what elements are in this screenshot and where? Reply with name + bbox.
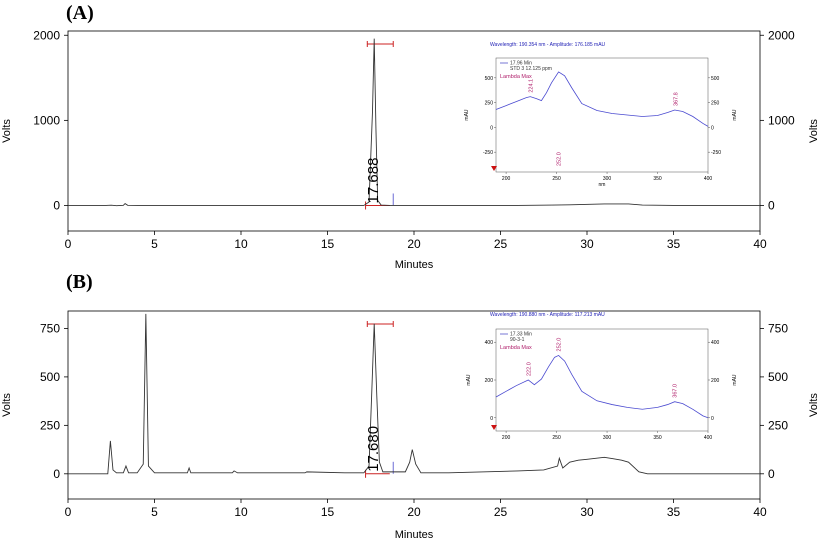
x-tick-label: 10 [234, 237, 248, 251]
x-tick-label: 40 [753, 505, 767, 519]
inset-x-tick-label: 250 [552, 435, 561, 441]
wavelength-marker-icon [491, 425, 497, 430]
inset-legend-line1: 17.96 Min [510, 61, 532, 67]
inset-y-tick-label-right: 400 [711, 340, 720, 346]
x-tick-label: 5 [151, 505, 158, 519]
inset-y-tick-label-right: 500 [711, 76, 720, 82]
x-tick-label: 20 [407, 505, 421, 519]
uv-spectrum-inset: Wavelength: 190.354 nm - Amplitude: 176.… [464, 42, 738, 188]
x-tick-label: 25 [494, 505, 508, 519]
peak-retention-label: 17.680 [365, 426, 382, 472]
inset-header: Wavelength: 190.354 nm - Amplitude: 176.… [490, 42, 606, 48]
plot-frame [67, 30, 761, 232]
x-tick-label: 35 [667, 237, 681, 251]
inset-y-tick-label-right: 200 [711, 378, 720, 384]
inset-peak-label: 367.0 [673, 384, 679, 398]
inset-peak-label: 367.8 [673, 92, 679, 106]
x-tick-label: 35 [667, 505, 681, 519]
x-tick-label: 10 [234, 505, 248, 519]
y-tick-label-left: 1000 [33, 113, 60, 127]
y-axis-title-right: Volts [808, 393, 820, 417]
chart-panel-b: (B)0 5 10 15 20 25 30 35 4002505007500250500750M… [1, 271, 820, 539]
y-tick-label-right: 1000 [768, 113, 795, 127]
inset-peak-label: 252.0 [557, 152, 563, 166]
inset-y-tick-label-right: -250 [711, 150, 721, 156]
x-tick-label: 30 [580, 237, 594, 251]
inset-y-tick-label-right: 0 [711, 125, 714, 131]
chromatogram-trace [68, 38, 760, 207]
inset-lambda-max-label: Lambda Max [500, 345, 532, 351]
inset-legend-line1: 17.33 Min [510, 332, 532, 338]
inset-y-tick-label-right: 0 [711, 416, 714, 422]
x-tick-label: 25 [494, 237, 508, 251]
uv-spectrum-inset: Wavelength: 190.880 nm - Amplitude: 117.… [466, 312, 738, 441]
peak-retention-label: 17.688 [365, 158, 382, 204]
y-axis-title-left: Volts [1, 393, 13, 417]
chromatogram-trace [68, 313, 760, 475]
inset-y-tick-label-left: 200 [485, 378, 494, 384]
y-tick-label-left: 250 [40, 418, 60, 432]
spectrum-trace [495, 71, 709, 127]
inset-y-tick-label-left: 250 [485, 101, 494, 107]
x-tick-label: 40 [753, 237, 767, 251]
x-tick-label: 20 [407, 237, 421, 251]
y-tick-label-left: 500 [40, 370, 60, 384]
y-tick-label-right: 250 [768, 418, 788, 432]
chart-panel-a: (A)0 5 10 15 20 25 30 35 40010002000010002000Min… [1, 2, 820, 271]
y-tick-label-left: 0 [53, 198, 60, 212]
inset-y-tick-label-left: 0 [490, 416, 493, 422]
y-axis-title-right: Volts [808, 119, 820, 143]
inset-y-tick-label-left: -250 [483, 150, 493, 156]
inset-y-axis-title-left: mAU [466, 374, 472, 386]
x-tick-label: 15 [321, 237, 335, 251]
inset-x-tick-label: 300 [603, 435, 612, 441]
inset-frame [495, 57, 709, 173]
x-tick-label: 5 [151, 237, 158, 251]
panel-label: (A) [66, 2, 94, 24]
inset-x-tick-label: 300 [603, 176, 612, 182]
x-tick-label: 0 [65, 505, 72, 519]
plot-frame [67, 310, 761, 500]
inset-y-tick-label-left: 400 [485, 340, 494, 346]
x-tick-label: 0 [65, 237, 72, 251]
inset-y-tick-label-right: 250 [711, 101, 720, 107]
inset-x-tick-label: 350 [653, 435, 662, 441]
inset-x-tick-label: 400 [704, 176, 713, 182]
inset-peak-label: 222.0 [526, 362, 532, 376]
inset-header: Wavelength: 190.880 nm - Amplitude: 117.… [490, 312, 605, 318]
inset-y-tick-label-left: 0 [490, 125, 493, 131]
inset-y-tick-label-left: 500 [485, 76, 494, 82]
y-tick-label-left: 0 [53, 467, 60, 481]
y-tick-label-right: 2000 [768, 28, 795, 42]
inset-x-tick-label: 200 [502, 176, 511, 182]
inset-x-tick-label: 400 [704, 435, 713, 441]
y-tick-label-right: 750 [768, 321, 788, 335]
y-tick-label-right: 0 [768, 198, 775, 212]
inset-peak-label: 224.1 [528, 79, 534, 93]
wavelength-marker-icon [491, 166, 497, 171]
inset-x-axis-title: nm [599, 182, 606, 188]
inset-legend-line2: 90-3-1 [510, 337, 525, 343]
y-tick-label-left: 2000 [33, 28, 60, 42]
y-tick-label-right: 0 [768, 467, 775, 481]
inset-x-tick-label: 200 [502, 435, 511, 441]
panel-label: (B) [66, 271, 93, 293]
y-tick-label-right: 500 [768, 370, 788, 384]
inset-peak-label: 252.0 [557, 338, 563, 352]
inset-x-tick-label: 250 [552, 176, 561, 182]
inset-x-tick-label: 350 [653, 176, 662, 182]
inset-y-axis-title-left: mAU [464, 109, 470, 121]
inset-lambda-max-label: Lambda Max [500, 74, 532, 80]
inset-y-axis-title-right: mAU [732, 109, 738, 121]
inset-y-axis-title-right: mAU [732, 374, 738, 386]
x-tick-label: 15 [321, 505, 335, 519]
x-axis-title: Minutes [395, 529, 434, 539]
y-tick-label-left: 750 [40, 321, 60, 335]
y-axis-title-left: Volts [1, 119, 13, 143]
x-axis-title: Minutes [395, 259, 434, 271]
x-tick-label: 30 [580, 505, 594, 519]
inset-legend-line2: STD 3 12.125 ppm [510, 66, 552, 72]
